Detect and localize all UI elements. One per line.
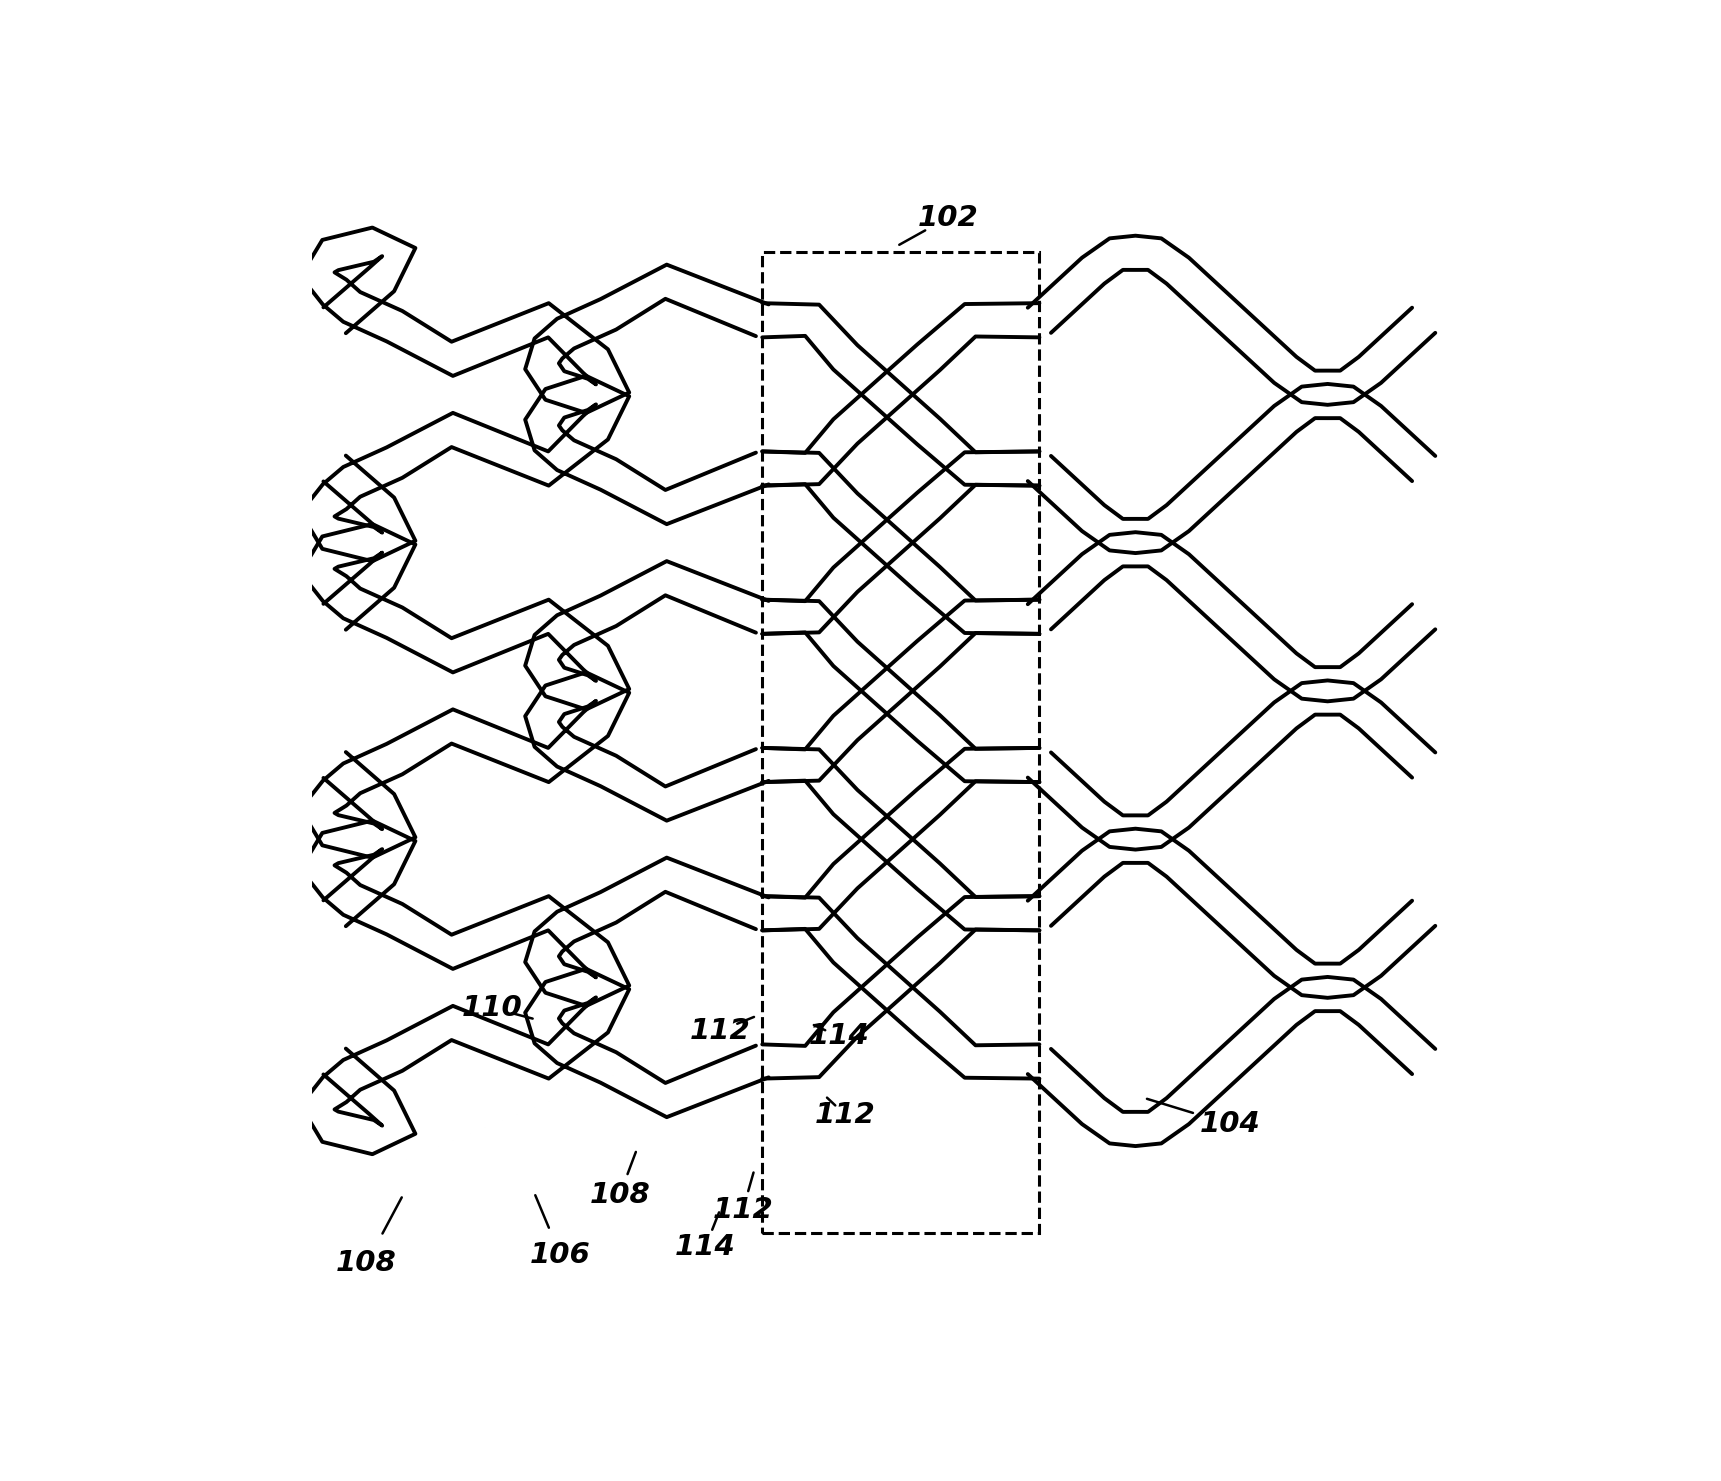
Bar (762, 252, 1039, 1232)
Text: 114: 114 (809, 1022, 869, 1050)
Text: 108: 108 (589, 1180, 651, 1208)
Text: 114: 114 (675, 1234, 735, 1262)
Text: 102: 102 (917, 203, 979, 231)
Text: 110: 110 (461, 994, 523, 1022)
Text: 112: 112 (816, 1100, 876, 1129)
Text: 112: 112 (690, 1017, 750, 1044)
Text: 108: 108 (336, 1250, 398, 1277)
Text: 106: 106 (530, 1241, 590, 1269)
Text: 112: 112 (712, 1195, 773, 1223)
Text: 104: 104 (1200, 1111, 1260, 1139)
